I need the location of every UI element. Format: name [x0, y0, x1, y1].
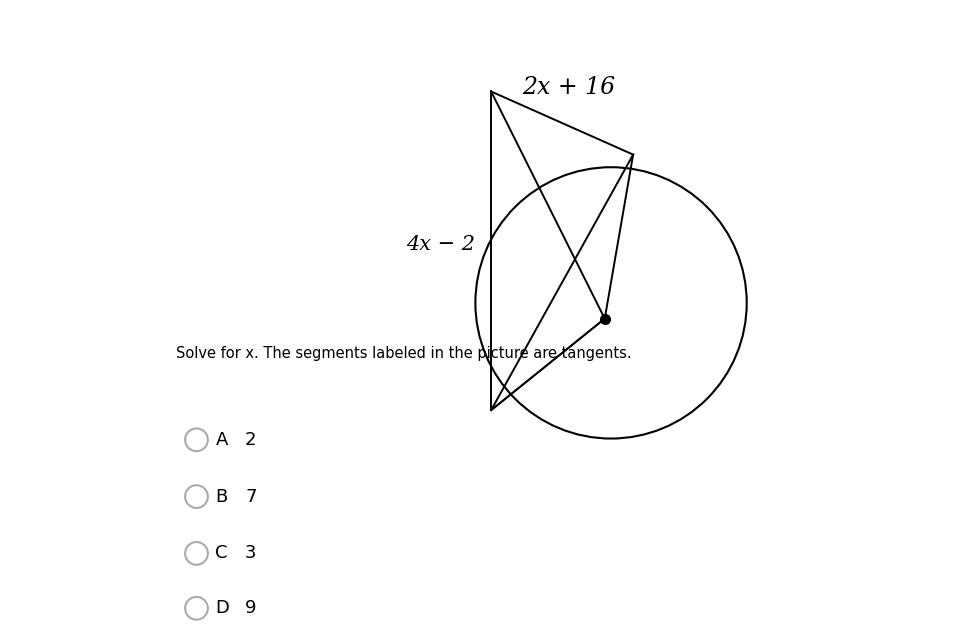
- Text: 7: 7: [245, 488, 257, 505]
- Text: 3: 3: [245, 545, 257, 562]
- Text: 2x + 16: 2x + 16: [522, 76, 615, 99]
- Text: 4x − 2: 4x − 2: [406, 235, 475, 254]
- Text: C: C: [216, 545, 228, 562]
- Text: D: D: [216, 599, 229, 617]
- Text: 2: 2: [245, 431, 257, 449]
- Text: 9: 9: [245, 599, 257, 617]
- Text: B: B: [216, 488, 227, 505]
- Text: A: A: [216, 431, 227, 449]
- Text: Solve for x. The segments labeled in the picture are tangents.: Solve for x. The segments labeled in the…: [176, 346, 631, 361]
